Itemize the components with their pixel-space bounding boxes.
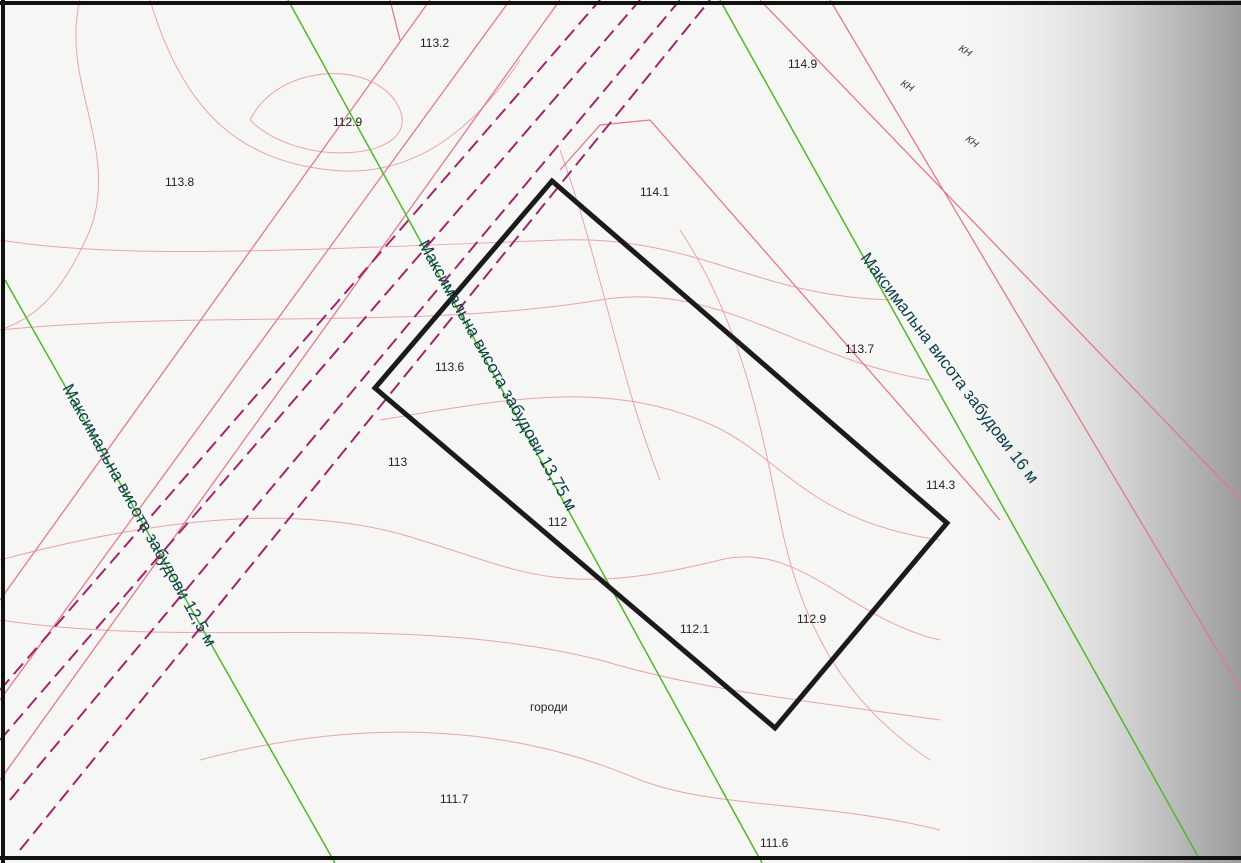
elevation: 114.1 (640, 185, 669, 199)
elevation: 112.1 (680, 622, 709, 636)
elevation: 114.9 (788, 57, 817, 71)
elevation: 113 (388, 455, 407, 469)
elevation: 111.7 (440, 792, 469, 806)
height-lines (4, 0, 1201, 863)
dashed-lines (0, 0, 711, 851)
elevation: 113.7 (845, 342, 874, 356)
elevation-labels: 113.2 114.9 112.9 113.8 114.1 113.7 113.… (165, 36, 955, 850)
elevation: 114.3 (926, 478, 955, 492)
boundaries (0, 0, 1241, 781)
area-label: городи (530, 700, 568, 714)
elevation: 112.9 (797, 612, 826, 626)
elevation: 113.8 (165, 175, 194, 189)
elevation: 113.6 (435, 360, 464, 374)
scan-shade (950, 0, 1241, 863)
parcel (371, 177, 951, 732)
elevation: 112.9 (333, 115, 362, 129)
elevation: 111.6 (760, 836, 789, 850)
elevation: 113.2 (420, 36, 449, 50)
elevation: 112 (548, 515, 567, 529)
